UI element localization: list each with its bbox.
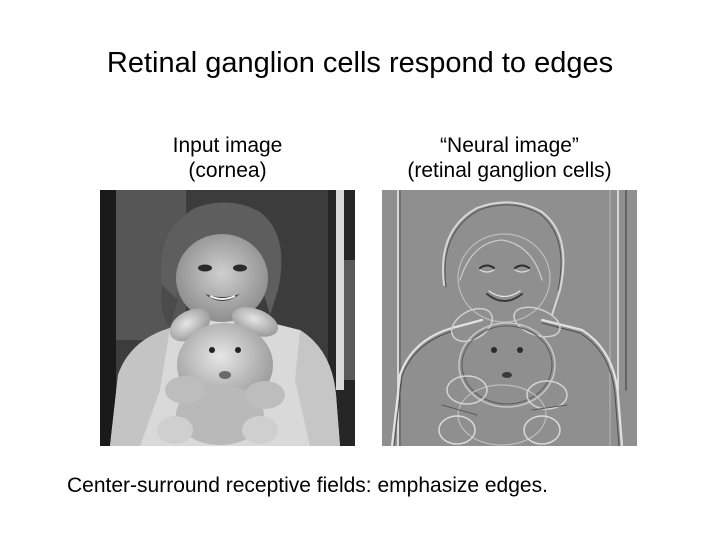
neural-caption-line2: (retinal ganglion cells) [407,159,612,182]
neural-caption-line1: “Neural image” [440,134,579,157]
input-caption-line2: (cornea) [188,159,267,182]
slide-title: Retinal ganglion cells respond to edges [106,47,614,79]
neural-image [382,190,637,446]
input-image-caption: Input image (cornea) [100,133,355,183]
neural-image-caption: “Neural image” (retinal ganglion cells) [382,133,637,183]
input-image [100,190,355,446]
input-caption-line1: Input image [172,134,283,157]
footer-statement: Center-surround receptive fields: emphas… [67,474,548,497]
